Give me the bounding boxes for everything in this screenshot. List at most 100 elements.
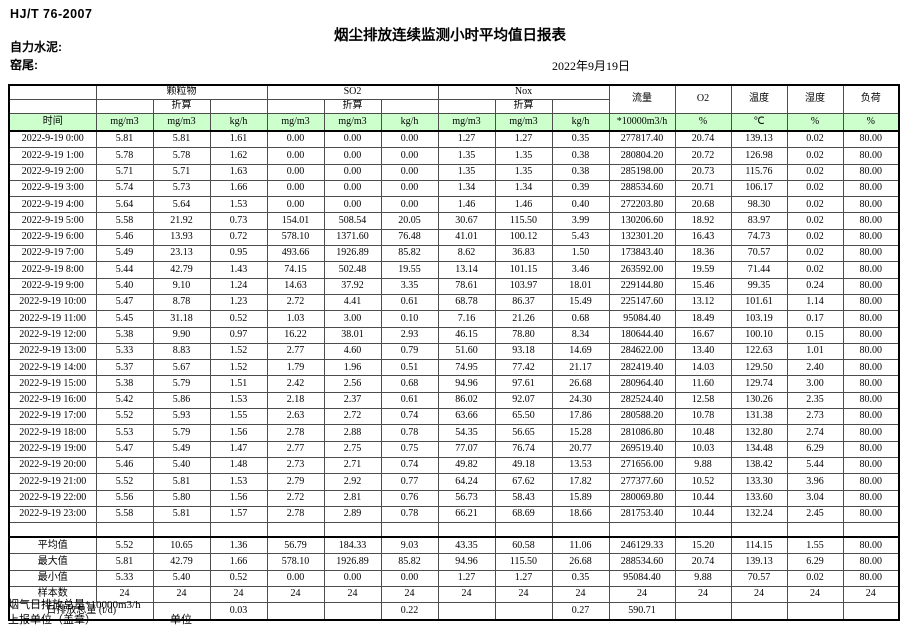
value-cell: 0.00 bbox=[266, 130, 325, 149]
table-row: 2022-9-19 15:00 5.38 5.79 1.51 2.42 2.56 0.68 9… bbox=[8, 375, 900, 393]
value-cell: 1.14 bbox=[786, 293, 844, 312]
value-cell bbox=[786, 602, 844, 621]
value-cell: 24 bbox=[674, 586, 732, 604]
summary-row: 平均值 5.52 10.65 1.36 56.79 184.33 9.03 43.35 60.5… bbox=[8, 536, 900, 555]
value-cell: 18.92 bbox=[674, 212, 732, 230]
value-cell: 92.07 bbox=[494, 391, 553, 410]
value-cell: 2.88 bbox=[323, 424, 382, 442]
value-cell: 24.30 bbox=[551, 391, 610, 410]
value-cell: 246129.33 bbox=[608, 536, 676, 555]
value-cell: 1.55 bbox=[209, 408, 268, 426]
empty-cell bbox=[266, 99, 325, 114]
value-cell: 5.81 bbox=[152, 505, 211, 524]
station-label: 窑尾: bbox=[10, 58, 38, 72]
table-row: 2022-9-19 22:00 5.56 5.80 1.56 2.72 2.81 0.76 5… bbox=[8, 489, 900, 507]
value-cell: 13.12 bbox=[674, 293, 732, 312]
value-cell: 13.93 bbox=[152, 228, 211, 247]
value-cell: 74.95 bbox=[437, 359, 496, 377]
unit-pm-mg: mg/m3 bbox=[95, 113, 154, 132]
value-cell: 282419.40 bbox=[608, 359, 676, 377]
value-cell: 288534.60 bbox=[608, 553, 676, 571]
value-cell: 0.73 bbox=[209, 212, 268, 230]
spacer-row bbox=[8, 522, 900, 538]
value-cell: 16.43 bbox=[674, 228, 732, 247]
value-cell: 30.67 bbox=[437, 212, 496, 230]
value-cell: 100.10 bbox=[730, 326, 788, 344]
time-cell: 2022-9-19 1:00 bbox=[8, 147, 97, 165]
value-cell: 26.68 bbox=[551, 553, 610, 571]
value-cell: 80.00 bbox=[842, 440, 900, 458]
value-cell: 1926.89 bbox=[323, 553, 382, 571]
value-cell: 0.68 bbox=[380, 375, 439, 393]
value-cell: 0.74 bbox=[380, 408, 439, 426]
value-cell: 5.38 bbox=[95, 326, 154, 344]
value-cell: 2.79 bbox=[266, 473, 325, 491]
value-cell: 2.18 bbox=[266, 391, 325, 410]
value-cell: 2.81 bbox=[323, 489, 382, 507]
value-cell: 20.74 bbox=[674, 130, 732, 149]
value-cell: 1.66 bbox=[209, 179, 268, 198]
value-cell: 1.48 bbox=[209, 456, 268, 475]
spacer-cell bbox=[551, 522, 610, 538]
value-cell: 18.66 bbox=[551, 505, 610, 524]
value-cell: 5.53 bbox=[95, 424, 154, 442]
value-cell: 0.00 bbox=[323, 569, 382, 588]
value-cell: 0.00 bbox=[380, 163, 439, 181]
value-cell: 36.83 bbox=[494, 245, 553, 263]
value-cell: 5.52 bbox=[95, 536, 154, 555]
value-cell: 2.92 bbox=[323, 473, 382, 491]
value-cell: 0.03 bbox=[209, 602, 268, 621]
value-cell: 115.50 bbox=[494, 553, 553, 571]
value-cell: 0.52 bbox=[209, 310, 268, 328]
spacer-cell bbox=[842, 522, 900, 538]
value-cell: 11.60 bbox=[674, 375, 732, 393]
value-cell: 138.42 bbox=[730, 456, 788, 475]
value-cell: 1.56 bbox=[209, 424, 268, 442]
value-cell: 94.96 bbox=[437, 553, 496, 571]
value-cell: 133.30 bbox=[730, 473, 788, 491]
value-cell: 0.97 bbox=[209, 326, 268, 344]
table-row: 2022-9-19 3:00 5.74 5.73 1.66 0.00 0.00 0.00 1.… bbox=[8, 179, 900, 198]
table-row: 2022-9-19 16:00 5.42 5.86 1.53 2.18 2.37 0.61 8… bbox=[8, 391, 900, 410]
value-cell: 5.46 bbox=[95, 228, 154, 247]
table-row: 2022-9-19 20:00 5.46 5.40 1.48 2.73 2.71 0.74 4… bbox=[8, 456, 900, 475]
value-cell: 2.73 bbox=[786, 408, 844, 426]
value-cell: 1.27 bbox=[494, 130, 553, 149]
daily-total-label: 日排放总量 (t/d) bbox=[8, 602, 154, 621]
value-cell: 5.33 bbox=[95, 342, 154, 361]
value-cell: 14.69 bbox=[551, 342, 610, 361]
value-cell: 282524.40 bbox=[608, 391, 676, 410]
value-cell: 63.66 bbox=[437, 408, 496, 426]
value-cell: 263592.00 bbox=[608, 261, 676, 279]
value-cell: 21.17 bbox=[551, 359, 610, 377]
value-cell: 1.79 bbox=[266, 359, 325, 377]
value-cell: 0.75 bbox=[380, 440, 439, 458]
value-cell: 24 bbox=[730, 586, 788, 604]
value-cell: 14.03 bbox=[674, 359, 732, 377]
value-cell: 13.14 bbox=[437, 261, 496, 279]
value-cell: 130206.60 bbox=[608, 212, 676, 230]
value-cell: 43.35 bbox=[437, 536, 496, 555]
company-label: 自力水泥: bbox=[10, 40, 62, 54]
unit-nox-converted-mg: mg/m3 bbox=[494, 113, 553, 132]
value-cell: 0.10 bbox=[380, 310, 439, 328]
time-header-spacer-2 bbox=[8, 99, 97, 114]
value-cell: 5.52 bbox=[95, 473, 154, 491]
value-cell: 180644.40 bbox=[608, 326, 676, 344]
value-cell: 115.50 bbox=[494, 212, 553, 230]
unit-so2-converted-mg: mg/m3 bbox=[323, 113, 382, 132]
converted-label-nox: 折算 bbox=[494, 99, 553, 114]
value-cell: 100.12 bbox=[494, 228, 553, 247]
value-cell: 0.78 bbox=[380, 505, 439, 524]
value-cell: 66.21 bbox=[437, 505, 496, 524]
summary-row: 最大值 5.81 42.79 1.66 578.10 1926.89 85.82 94.96 1… bbox=[8, 553, 900, 571]
value-cell: 0.77 bbox=[380, 473, 439, 491]
value-cell: 56.79 bbox=[266, 536, 325, 555]
value-cell: 0.00 bbox=[266, 196, 325, 214]
value-cell: 15.49 bbox=[551, 293, 610, 312]
value-cell: 288534.60 bbox=[608, 179, 676, 198]
value-cell: 0.02 bbox=[786, 130, 844, 149]
value-cell bbox=[266, 602, 325, 621]
value-cell: 493.66 bbox=[266, 245, 325, 263]
unit-temperature: ℃ bbox=[730, 113, 788, 132]
